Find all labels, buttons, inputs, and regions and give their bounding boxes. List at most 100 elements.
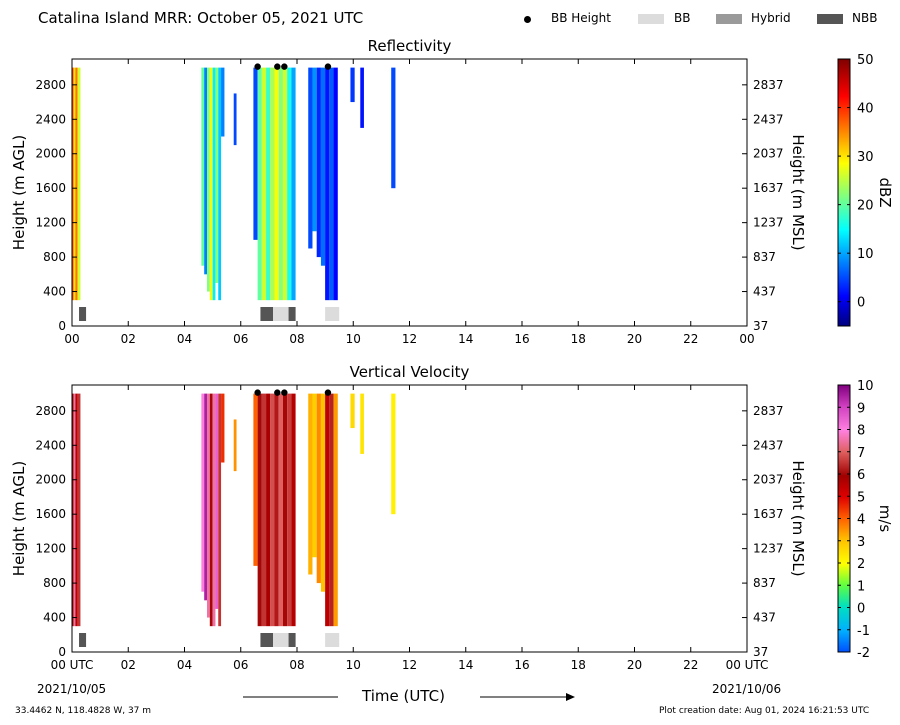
x-tick-label: 10	[346, 658, 361, 672]
colorbar-label: m/s	[876, 505, 894, 533]
colorbar-tick-label: 0	[857, 296, 865, 311]
bb-bar	[273, 307, 289, 321]
colorbar-tick-label: -1	[857, 624, 870, 639]
colorbar-tick-label: 0	[857, 602, 865, 617]
y-tick-label: 1200	[35, 542, 66, 556]
x-tick-label: 12	[402, 332, 417, 346]
data-cell	[270, 67, 275, 301]
x-tick-label: 18	[571, 332, 586, 346]
data-cell	[261, 67, 267, 301]
y-tick-label: 2800	[35, 404, 66, 418]
colorbar-tick-label: -2	[857, 646, 870, 661]
colorbar-tick-label: 20	[857, 199, 874, 214]
data-cell	[391, 67, 396, 189]
bb-bar	[260, 633, 274, 647]
bb-height-point	[274, 389, 281, 396]
data-cell	[73, 67, 76, 301]
colorbar-tick-label: 10	[857, 247, 874, 262]
y-tick-label: 800	[43, 576, 66, 590]
y-tick-label-right: 837	[753, 250, 776, 264]
y-axis-label-right: Height (m MSL)	[789, 460, 807, 576]
data-cell	[274, 393, 279, 627]
data-cell	[233, 93, 237, 146]
y-axis-label-left: Height (m AGL)	[10, 461, 28, 576]
y-tick-label: 400	[43, 611, 66, 625]
legend-bb-swatch	[638, 14, 664, 24]
data-cell	[325, 67, 330, 301]
data-cell	[72, 67, 74, 301]
data-cell	[218, 393, 222, 627]
data-cell	[325, 393, 330, 627]
data-cell	[329, 393, 334, 627]
bb-height-point	[281, 389, 288, 396]
x-tick-label: 16	[514, 332, 529, 346]
data-cell	[391, 393, 396, 515]
location-text: 33.4462 N, 118.4828 W, 37 m	[15, 706, 152, 716]
data-cell	[72, 393, 74, 627]
data-cell	[209, 67, 213, 301]
y-tick-label-right: 1637	[753, 181, 784, 195]
page-title: Catalina Island MRR: October 05, 2021 UT…	[38, 9, 364, 27]
y-tick-label: 2000	[35, 147, 66, 161]
data-cell	[312, 67, 317, 232]
data-cell	[308, 67, 313, 249]
plot-frame	[71, 58, 748, 327]
data-cell	[215, 393, 219, 609]
data-cell	[73, 393, 76, 627]
legend-hybrid-swatch	[716, 14, 742, 24]
data-cell	[75, 393, 78, 627]
bb-height-point	[324, 389, 332, 396]
x-tick-label: 04	[177, 332, 192, 346]
bb-bar	[288, 633, 296, 647]
y-tick-label-right: 37	[753, 319, 768, 333]
data-cell	[333, 67, 338, 301]
y-tick-label-right: 1237	[753, 216, 784, 230]
colorbar-tick-label: 10	[857, 379, 874, 394]
data-cell	[257, 393, 262, 627]
colorbar-tick-label: 4	[857, 513, 865, 528]
y-tick-label: 1600	[35, 507, 66, 521]
data-cell	[350, 67, 355, 103]
data-cell	[333, 393, 338, 627]
y-axis-label-left: Height (m AGL)	[10, 135, 28, 250]
data-cell	[253, 393, 258, 566]
data-cell	[282, 393, 288, 627]
y-tick-label: 800	[43, 250, 66, 264]
y-tick-label-right: 2037	[753, 147, 784, 161]
bb-height-point	[254, 389, 261, 396]
x-tick-label: 06	[233, 332, 248, 346]
data-cell	[291, 67, 296, 301]
colorbar	[837, 58, 851, 327]
bb-height-point	[274, 63, 281, 70]
x-tick-label: 14	[458, 332, 473, 346]
x-tick-label: 10	[346, 332, 361, 346]
colorbar-tick-label: 3	[857, 535, 865, 550]
y-tick-label: 2800	[35, 78, 66, 92]
bb-bar	[79, 633, 87, 647]
y-tick-label-right: 1637	[753, 507, 784, 521]
colorbar-tick-label: 8	[857, 424, 865, 439]
bb-bar	[260, 307, 274, 321]
data-cell	[201, 67, 205, 266]
y-tick-label-right: 437	[753, 285, 776, 299]
colorbar-tick-label: 5	[857, 490, 865, 505]
x-tick-label: 00 UTC	[51, 658, 94, 672]
panel-title: Reflectivity	[368, 37, 452, 55]
legend-hybrid-label: Hybrid	[751, 11, 791, 25]
y-tick-label: 2000	[35, 473, 66, 487]
data-cell	[329, 67, 334, 301]
data-cell	[287, 393, 292, 627]
data-cell	[350, 393, 355, 429]
data-cell	[77, 393, 81, 627]
y-tick-label: 0	[58, 319, 66, 333]
legend-bb-height-label: BB Height	[551, 11, 611, 25]
x-tick-label: 00	[739, 332, 754, 346]
data-cell	[212, 67, 216, 301]
x-tick-label: 16	[514, 658, 529, 672]
plot-frame	[71, 384, 748, 653]
data-cell	[316, 67, 321, 258]
y-tick-label: 1200	[35, 216, 66, 230]
x-tick-label: 22	[683, 332, 698, 346]
